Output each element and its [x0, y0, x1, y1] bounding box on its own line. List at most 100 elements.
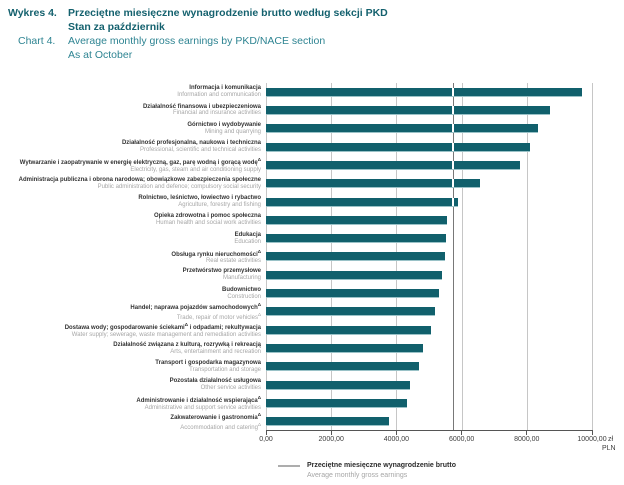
category-row: Przetwórstwo przemysłowe Manufacturing: [0, 266, 624, 284]
category-label-pl: Budownictwo: [222, 286, 261, 293]
category-label-pl: Działalność profesjonalna, naukowa i tec…: [121, 140, 261, 147]
category-label-en: Professional, scientific and technical a…: [139, 147, 261, 154]
x-axis: 0,00 2000,00 4000,00 6000,00 8000,00 10000,00…: [0, 431, 624, 457]
unit-pln-label: PLN: [602, 445, 616, 452]
category-rows: Informacja i komunikacja Information and …: [0, 83, 624, 431]
chart-title-pl-line2: Stan za październik: [68, 21, 165, 33]
earnings-bar: [266, 105, 551, 115]
x-axis-tick: [526, 431, 528, 435]
chart-title-en-line2: As at October: [68, 49, 133, 61]
bar-cell: [266, 215, 593, 225]
chart-number-en: Chart 4.: [18, 35, 56, 47]
earnings-bar: [266, 252, 445, 262]
category-label-en: Public administration and defence; compu…: [97, 183, 261, 190]
category-label-pl: Administracja publiczna i obrona narodow…: [18, 176, 261, 183]
category-label-en: Accommodation and cateringΔ: [180, 421, 261, 431]
x-axis-tick-label: 6000,00: [448, 436, 475, 443]
earnings-bar: [266, 160, 520, 170]
category-row: Administracja publiczna i obrona narodow…: [0, 175, 624, 193]
legend-labels: Przeciętne miesięczne wynagrodzenie brut…: [307, 461, 456, 480]
category-row: Obsługa rynku nieruchomościΔ Real estate …: [0, 248, 624, 266]
earnings-bar: [266, 234, 446, 244]
bar-cell: [266, 105, 593, 115]
category-labels: Dostawa wody; gospodarowanie ściekamiΔ i…: [0, 322, 266, 339]
bar-chart: Informacja i komunikacja Information and …: [0, 83, 624, 457]
chart-number-column: Wykres 4. Chart 4.: [8, 6, 66, 47]
bar-cell: [266, 142, 593, 152]
category-labels: Administracja publiczna i obrona narodow…: [0, 177, 266, 191]
category-row: Dostawa wody; gospodarowanie ściekamiΔ i…: [0, 321, 624, 339]
category-labels: Działalność profesjonalna, naukowa i tec…: [0, 140, 266, 154]
bar-cell: [266, 179, 593, 189]
category-row: Handel; naprawa pojazdów samochodowychΔ T…: [0, 302, 624, 321]
x-axis-tick-label: 8000,00: [514, 436, 540, 443]
bar-cell: [266, 325, 593, 335]
category-label-pl: Informacja i komunikacja: [189, 85, 261, 92]
x-axis-tick-label: 4000,00: [383, 436, 410, 443]
category-labels: Opieka zdrowotna i pomoc społeczna Human …: [0, 213, 266, 227]
average-earnings-reference-line: [452, 83, 455, 431]
bar-cell: [266, 362, 593, 372]
category-labels: Górnictwo i wydobywanie Mining and quarry…: [0, 122, 266, 136]
category-label-pl: Przetwórstwo przemysłowe: [182, 268, 261, 275]
category-label-en: Other service activities: [200, 385, 261, 392]
x-axis-tick: [330, 431, 332, 435]
category-row: Transport i gospodarka magazynowa Transpo…: [0, 358, 624, 376]
plot-area: Informacja i komunikacja Information and …: [0, 83, 624, 431]
earnings-bar: [266, 362, 419, 372]
x-axis-tick-label: 0,00: [259, 436, 273, 443]
chart-title-pl-line1: Przeciętne miesięczne wynagrodzenie brut…: [68, 7, 388, 19]
category-row: Zakwaterowanie i gastronomiaΔ Accommodati…: [0, 411, 624, 431]
category-row: Działalność finansowa i ubezpieczeniowa F…: [0, 101, 624, 119]
bar-cell: [266, 289, 593, 299]
earnings-bar: [266, 179, 480, 189]
reference-line-legend-swatch: [278, 465, 300, 467]
reference-line-gap: [452, 87, 455, 96]
category-label-en: Information and communication: [177, 92, 261, 99]
reference-line-gap: [452, 160, 455, 169]
category-label-pl: Handel; naprawa pojazdów samochodowychΔ: [130, 302, 261, 311]
x-axis-tick: [591, 431, 593, 435]
category-row: Budownictwo Construction: [0, 284, 624, 302]
category-label-pl: Górnictwo i wydobywanie: [187, 121, 261, 128]
reference-line-gap: [452, 142, 455, 151]
category-label-en: Education: [234, 238, 261, 245]
category-row: Opieka zdrowotna i pomoc społeczna Human …: [0, 211, 624, 229]
category-labels: Transport i gospodarka magazynowa Transpo…: [0, 360, 266, 374]
chart-title-column: Przeciętne miesięczne wynagrodzenie brut…: [68, 6, 608, 62]
category-labels: Działalność finansowa i ubezpieczeniowa F…: [0, 104, 266, 118]
gridline: [461, 83, 463, 431]
category-row: Informacja i komunikacja Information and …: [0, 83, 624, 101]
category-label-en: Real estate activities: [205, 258, 261, 265]
category-labels: Obsługa rynku nieruchomościΔ Real estate …: [0, 249, 266, 266]
earnings-bar: [266, 124, 538, 134]
bar-cell: [266, 344, 593, 354]
x-axis-tick-label: 10000,00: [577, 436, 607, 443]
category-row: Wytwarzanie i zaopatrywanie w energię el…: [0, 156, 624, 174]
category-row: Działalność profesjonalna, naukowa i tec…: [0, 138, 624, 156]
category-label-en: Manufacturing: [222, 275, 261, 282]
bar-cell: [266, 398, 593, 408]
x-axis-tick: [265, 431, 267, 435]
category-label-en: Financial and insurance activities: [172, 110, 261, 117]
category-labels: Budownictwo Construction: [0, 287, 266, 301]
x-axis-tick: [395, 431, 397, 435]
category-row: Administrowanie i działalność wspierając…: [0, 394, 624, 412]
category-label-pl: Działalność związana z kulturą, rozrywką…: [113, 341, 261, 348]
category-label-pl: Wytwarzanie i zaopatrywanie w energię el…: [19, 157, 261, 166]
category-labels: Rolnictwo, leśnictwo, łowiectwo i rybact…: [0, 195, 266, 209]
bar-cell: [266, 87, 593, 97]
category-label-pl: Transport i gospodarka magazynowa: [155, 359, 261, 366]
bar-cell: [266, 380, 593, 390]
earnings-bar: [266, 307, 435, 317]
chart-number-pl: Wykres 4.: [8, 7, 57, 19]
x-axis-line: [266, 430, 593, 431]
earnings-bar: [266, 142, 530, 152]
category-label-pl: Edukacja: [234, 231, 261, 238]
category-label-en: Administrative and support service activ…: [144, 404, 261, 411]
category-row: Rolnictwo, leśnictwo, łowiectwo i rybact…: [0, 193, 624, 211]
earnings-bar: [266, 87, 582, 97]
category-label-pl: Zakwaterowanie i gastronomiaΔ: [170, 411, 261, 421]
category-label-pl: Obsługa rynku nieruchomościΔ: [171, 248, 261, 258]
